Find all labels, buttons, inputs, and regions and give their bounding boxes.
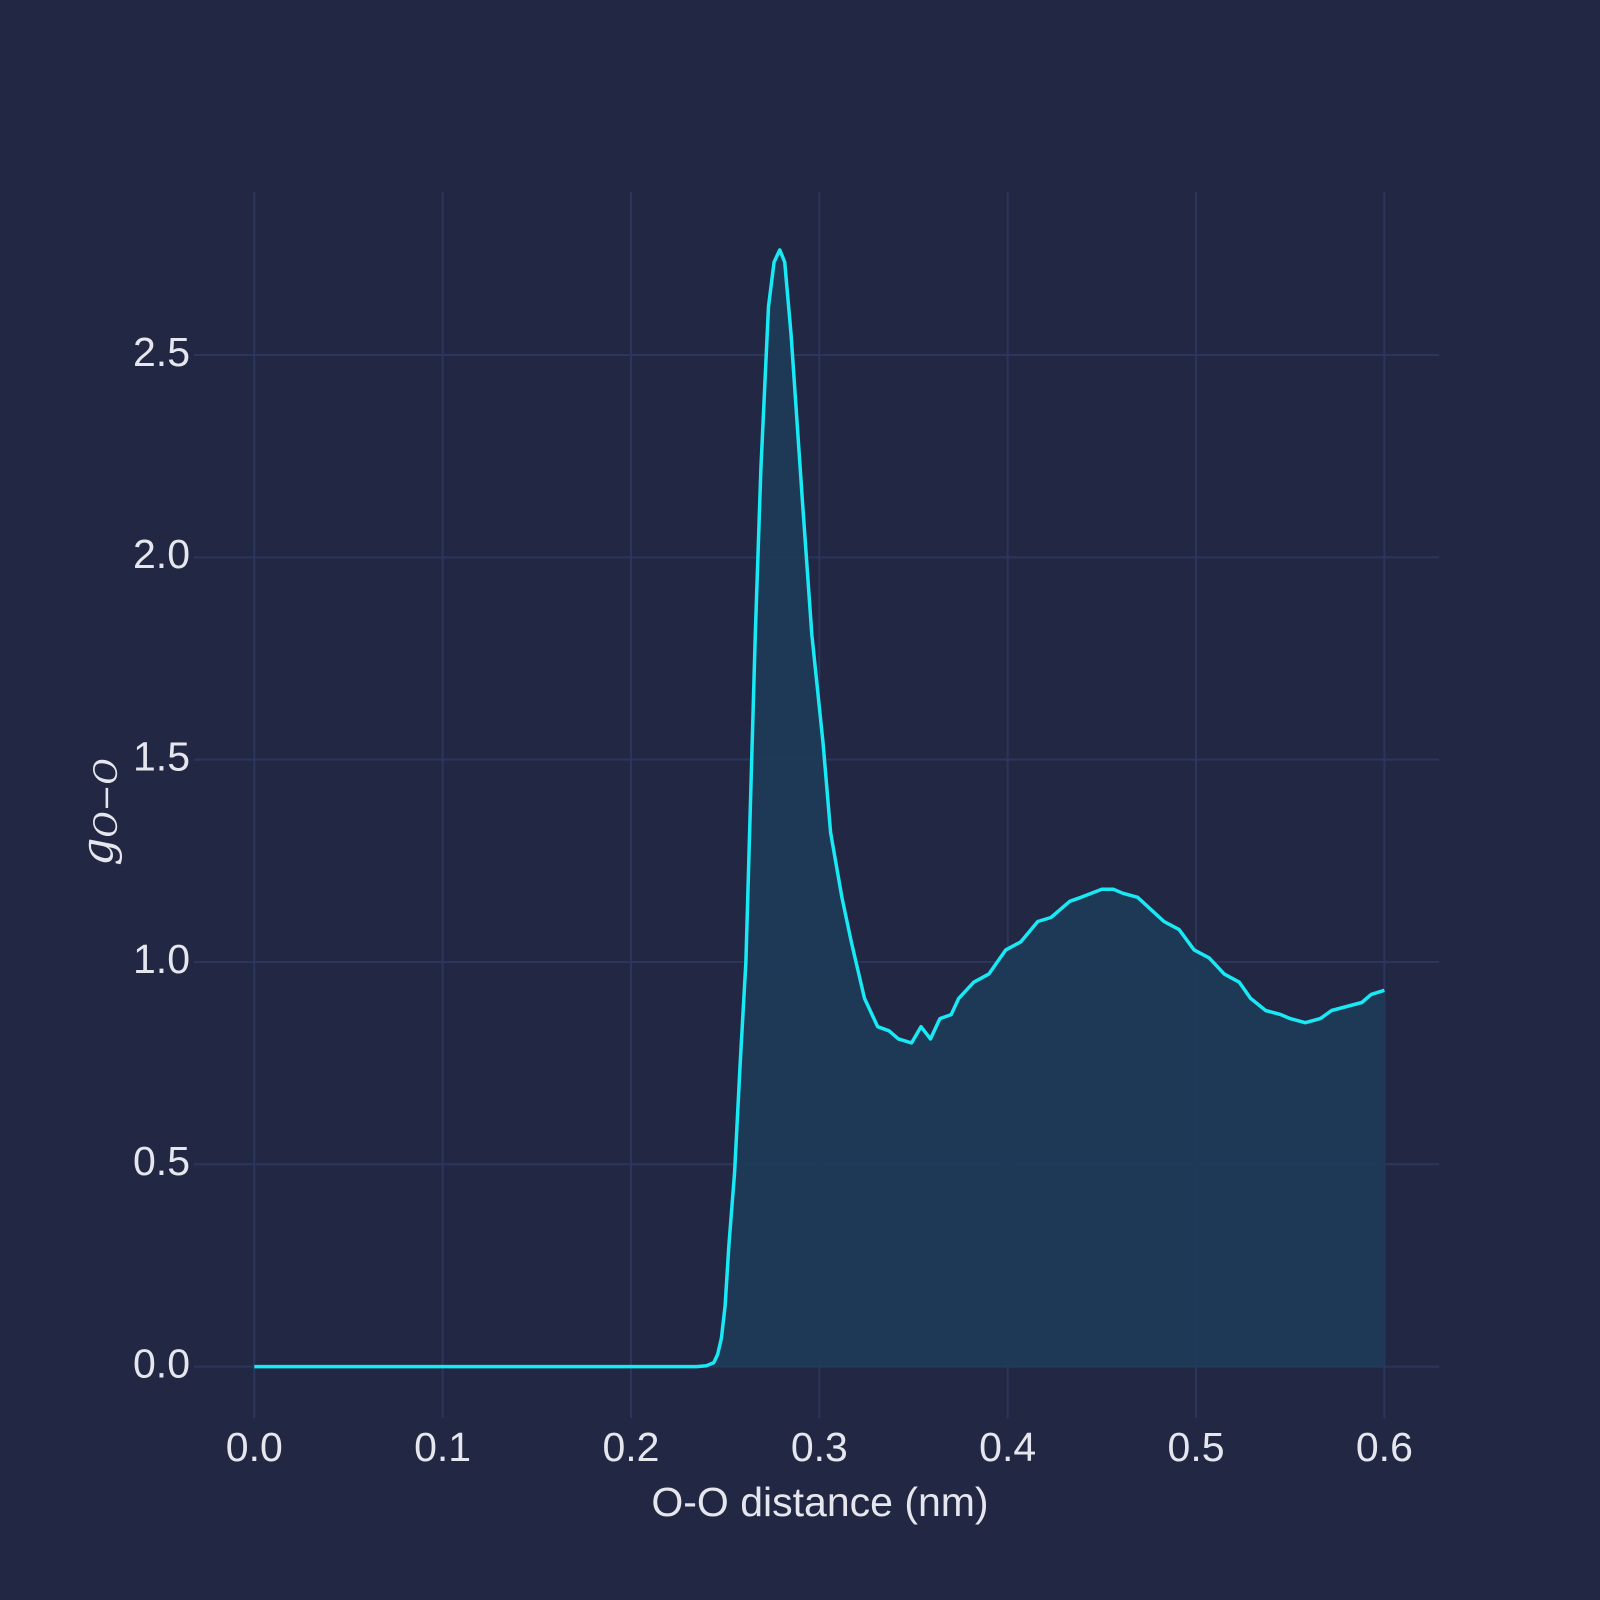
line <box>254 248 1385 1369</box>
x-tick-label: 0.4 <box>979 1424 1036 1470</box>
x-tick-label: 0.2 <box>602 1424 659 1470</box>
x-tick-label: 0.5 <box>1168 1424 1225 1470</box>
y-axis-label-sub: O−O <box>87 758 125 837</box>
y-axis-label: gO−O <box>72 758 125 865</box>
x-axis-label: O-O distance (nm) <box>651 1479 988 1525</box>
y-tick-label: 2.5 <box>133 329 190 375</box>
y-axis-label-main: g <box>72 838 123 866</box>
y-tick-label: 0.5 <box>133 1138 190 1184</box>
y-tick-label: 2.0 <box>133 531 190 577</box>
y-tick-label: 1.0 <box>133 936 190 982</box>
area-fill <box>254 249 1385 1367</box>
x-tick-label: 0.6 <box>1356 1424 1413 1470</box>
x-tick-label: 0.0 <box>226 1424 283 1470</box>
y-tick-label: 1.5 <box>133 734 190 780</box>
x-tick-label: 0.1 <box>414 1424 471 1470</box>
x-tick-label: 0.3 <box>791 1424 848 1470</box>
y-tick-label: 0.0 <box>133 1340 190 1386</box>
